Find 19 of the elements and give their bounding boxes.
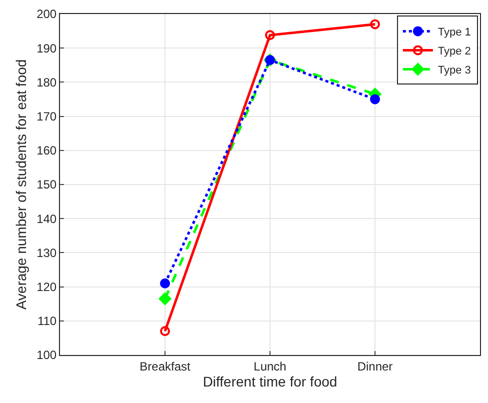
y-tick-label: 160 [36, 144, 57, 158]
y-tick-label: 200 [36, 7, 57, 22]
x-tick-label: Breakfast [140, 359, 192, 374]
x-tick-label: Lunch [254, 359, 286, 374]
legend-label: Type 1 [438, 26, 471, 38]
y-tick-label: 120 [36, 280, 57, 294]
y-tick-label: 190 [36, 41, 57, 56]
y-axis-title: Average number of students for eat food [13, 59, 30, 310]
x-tick-label: Dinner [357, 359, 393, 374]
y-tick-label: 140 [36, 212, 57, 226]
y-tick-label: 150 [36, 178, 57, 192]
y-tick-label: 130 [36, 246, 57, 260]
x-axis-title: Different time for food [202, 374, 338, 390]
y-tick-label: 180 [36, 75, 57, 90]
y-tick-label: 170 [36, 110, 57, 124]
y-tick-label: 100 [36, 348, 57, 362]
y-tick-label: 110 [37, 314, 57, 328]
legend-label: Type 3 [438, 64, 471, 76]
legend-label: Type 2 [438, 45, 471, 58]
